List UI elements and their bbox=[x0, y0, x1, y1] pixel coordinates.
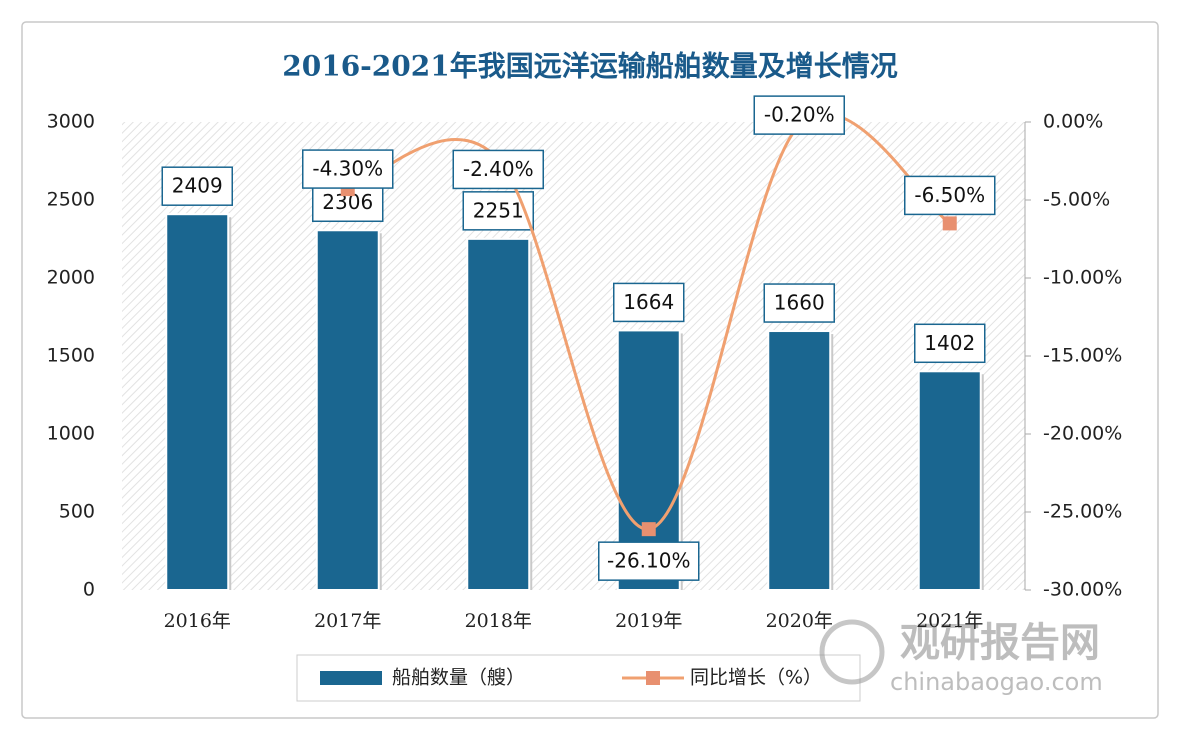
y2-tick-label: 0.00% bbox=[1043, 111, 1103, 133]
bar-value-label: 1402 bbox=[924, 331, 975, 355]
bar bbox=[165, 213, 230, 591]
legend-label: 同比增长（%） bbox=[690, 667, 822, 689]
bar-value-label: 1664 bbox=[623, 290, 674, 314]
watermark-url: chinabaogao.com bbox=[890, 668, 1103, 696]
y-tick-label: 3000 bbox=[47, 111, 95, 133]
x-tick-label: 2021年 bbox=[916, 610, 983, 632]
growth-value-label-box bbox=[753, 95, 845, 135]
y2-tick-label: -5.00% bbox=[1043, 189, 1110, 211]
growth-marker bbox=[641, 522, 656, 537]
growth-value-label-box bbox=[452, 149, 544, 190]
x-tick-label: 2020年 bbox=[766, 610, 833, 632]
y-tick-label: 500 bbox=[59, 501, 95, 523]
x-tick-label: 2019年 bbox=[615, 610, 682, 632]
x-tick-label: 2017年 bbox=[314, 610, 381, 632]
y-tick-label: 2500 bbox=[47, 189, 95, 211]
growth-value-label: -2.40% bbox=[463, 157, 534, 181]
bar-value-label-box bbox=[763, 283, 835, 323]
bar bbox=[767, 330, 832, 591]
plot-area bbox=[122, 122, 1025, 590]
bar-value-label-box bbox=[914, 323, 986, 364]
bar-value-label-box bbox=[613, 282, 685, 323]
bar bbox=[917, 370, 982, 591]
chart-title: 2016-2021年我国远洋运输船舶数量及增长情况 bbox=[282, 50, 897, 83]
bar-value-label: 2251 bbox=[473, 198, 524, 222]
growth-value-label: -26.10% bbox=[607, 549, 690, 573]
legend-box bbox=[296, 654, 861, 702]
y-tick-label: 0 bbox=[83, 579, 95, 601]
watermark-name: 观研报告网 bbox=[900, 620, 1100, 666]
y2-tick-label: -30.00% bbox=[1043, 579, 1122, 601]
watermark: 观研报告网 chinabaogao.com bbox=[819, 619, 1103, 696]
growth-value-label-box bbox=[598, 541, 700, 581]
growth-value-label: -6.50% bbox=[914, 183, 985, 207]
bar-value-label-box bbox=[161, 166, 233, 206]
y2-tick-label: -25.00% bbox=[1043, 501, 1122, 523]
y-tick-label: 1000 bbox=[47, 423, 95, 445]
bar-value-label: 1660 bbox=[774, 291, 825, 315]
y2-tick-label: -15.00% bbox=[1043, 345, 1122, 367]
x-tick-label: 2016年 bbox=[164, 610, 231, 632]
growth-value-label: -4.30% bbox=[312, 157, 383, 181]
legend-swatch bbox=[646, 671, 660, 685]
bar-value-label-box bbox=[462, 191, 534, 231]
growth-value-label-box bbox=[302, 149, 394, 189]
x-tick-label: 2018年 bbox=[465, 610, 532, 632]
growth-value-label: -0.20% bbox=[764, 103, 835, 127]
y2-tick-label: -10.00% bbox=[1043, 267, 1122, 289]
watermark-logo bbox=[819, 619, 885, 685]
bar bbox=[315, 229, 380, 591]
growth-value-label-box bbox=[904, 175, 996, 216]
y-tick-label: 2000 bbox=[47, 267, 95, 289]
bar bbox=[466, 237, 531, 591]
y2-tick-label: -20.00% bbox=[1043, 423, 1122, 445]
y-tick-label: 1500 bbox=[47, 345, 95, 367]
growth-marker bbox=[942, 216, 957, 231]
bar-value-label: 2409 bbox=[172, 174, 223, 198]
legend-swatch bbox=[320, 671, 382, 685]
legend-label: 船舶数量（艘） bbox=[392, 667, 525, 689]
